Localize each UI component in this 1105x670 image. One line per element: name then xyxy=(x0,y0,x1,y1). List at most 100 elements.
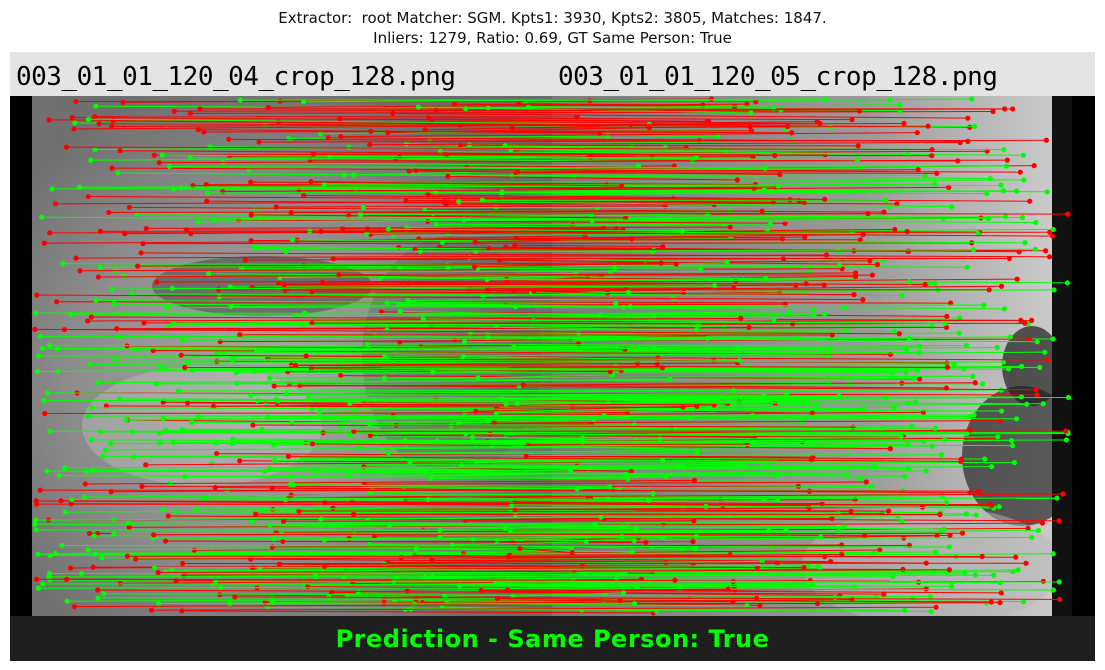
keypoint-marker xyxy=(425,496,431,503)
match-visualization: 003_01_01_120_04_crop_128.png 003_01_01_… xyxy=(10,52,1095,661)
keypoint-marker xyxy=(54,299,60,305)
keypoint-marker xyxy=(622,215,629,221)
keypoint-marker xyxy=(179,608,185,614)
keypoint-marker xyxy=(404,588,410,594)
keypoint-marker xyxy=(284,391,290,397)
keypoint-marker xyxy=(91,533,97,539)
match-line xyxy=(393,580,1060,583)
keypoint-marker xyxy=(425,192,431,198)
keypoint-marker xyxy=(996,504,1002,510)
keypoint-marker xyxy=(337,116,343,122)
keypoint-marker xyxy=(32,326,38,332)
keypoint-marker xyxy=(325,135,331,141)
keypoint-marker xyxy=(784,123,791,130)
match-line xyxy=(269,466,684,469)
keypoint-marker xyxy=(357,211,364,217)
keypoint-marker xyxy=(248,179,254,185)
keypoint-marker xyxy=(247,556,254,562)
keypoint-marker xyxy=(1018,317,1024,323)
keypoint-marker xyxy=(96,121,102,127)
keypoint-marker xyxy=(88,157,94,163)
keypoint-marker xyxy=(857,476,863,482)
keypoint-marker xyxy=(944,499,950,505)
match-line xyxy=(392,112,968,119)
keypoint-marker xyxy=(956,330,962,336)
keypoint-marker xyxy=(975,230,981,236)
keypoint-marker xyxy=(309,406,315,412)
keypoint-marker xyxy=(310,151,316,157)
keypoint-marker xyxy=(925,123,931,129)
keypoint-marker xyxy=(631,538,637,544)
keypoint-marker xyxy=(887,446,894,452)
keypoint-marker xyxy=(165,513,171,519)
keypoint-marker xyxy=(309,289,315,295)
keypoint-marker xyxy=(1021,177,1027,183)
keypoint-marker xyxy=(582,232,588,239)
match-line xyxy=(482,291,629,297)
keypoint-marker xyxy=(197,106,203,112)
keypoint-marker xyxy=(574,486,580,492)
keypoint-marker xyxy=(972,572,979,578)
match-line xyxy=(299,384,1037,391)
keypoint-marker xyxy=(663,474,669,480)
keypoint-marker xyxy=(1033,387,1039,393)
keypoint-marker xyxy=(262,468,268,474)
match-line xyxy=(222,161,639,167)
keypoint-marker xyxy=(47,230,53,236)
keypoint-marker xyxy=(192,506,199,512)
match-line xyxy=(313,153,932,157)
keypoint-marker xyxy=(493,410,500,416)
keypoint-marker xyxy=(33,310,39,316)
match-line xyxy=(207,191,771,194)
keypoint-marker xyxy=(1004,157,1010,163)
keypoint-marker xyxy=(207,144,213,150)
keypoint-marker xyxy=(368,231,374,237)
keypoint-marker xyxy=(801,565,807,571)
keypoint-marker xyxy=(216,294,222,300)
keypoint-marker xyxy=(276,561,283,567)
keypoint-marker xyxy=(863,479,869,485)
keypoint-marker xyxy=(620,304,627,310)
keypoint-marker xyxy=(1010,443,1016,449)
keypoint-marker xyxy=(89,437,95,443)
keypoint-marker xyxy=(170,439,176,446)
match-line xyxy=(510,149,907,155)
keypoint-marker xyxy=(461,217,467,223)
keypoint-marker xyxy=(772,458,778,464)
keypoint-marker xyxy=(779,236,785,242)
keypoint-marker xyxy=(915,167,921,173)
match-line xyxy=(452,541,587,546)
keypoint-marker xyxy=(71,126,77,132)
match-line xyxy=(228,138,700,142)
keypoint-marker xyxy=(168,567,175,573)
keypoint-marker xyxy=(309,320,315,326)
keypoint-marker xyxy=(46,342,53,348)
keypoint-marker xyxy=(714,133,721,139)
keypoint-marker xyxy=(469,434,476,440)
keypoint-marker xyxy=(906,279,913,285)
match-line xyxy=(410,461,744,466)
keypoint-marker xyxy=(938,452,945,458)
match-line xyxy=(429,135,718,141)
keypoint-marker xyxy=(650,491,656,497)
keypoint-marker xyxy=(214,350,220,356)
match-line xyxy=(162,505,706,511)
keypoint-marker xyxy=(949,204,955,210)
keypoint-marker xyxy=(191,547,197,553)
keypoint-marker xyxy=(341,172,347,178)
match-line xyxy=(463,219,1036,223)
keypoint-marker xyxy=(1001,147,1007,153)
keypoint-marker xyxy=(1006,255,1012,262)
keypoint-marker xyxy=(967,124,973,130)
match-line xyxy=(250,181,756,186)
match-line xyxy=(406,223,771,228)
keypoint-marker xyxy=(692,545,698,552)
match-line xyxy=(389,524,944,530)
keypoint-marker xyxy=(943,324,950,330)
keypoint-marker xyxy=(654,361,660,367)
keypoint-marker xyxy=(989,464,995,470)
keypoint-marker xyxy=(460,353,466,360)
prediction-label: Prediction - Same Person: True xyxy=(335,625,770,653)
match-line xyxy=(49,573,976,576)
keypoint-marker xyxy=(798,419,804,425)
